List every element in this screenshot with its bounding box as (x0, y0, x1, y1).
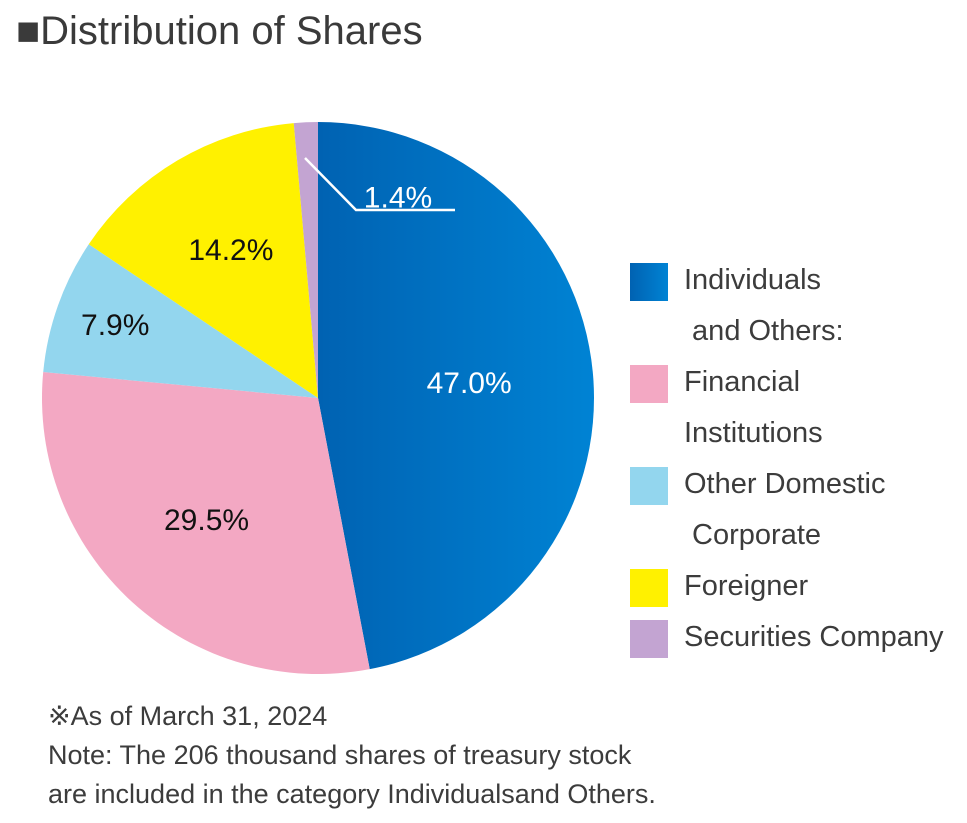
legend-label-foreigner: Foreigner (684, 561, 808, 612)
pie-slice-financial-institutions (42, 372, 370, 674)
legend-swatch-foreigner (630, 569, 668, 607)
legend-label-financial: Financial Institutions (684, 357, 823, 459)
callout-line (304, 157, 455, 212)
legend-label-line1: Foreigner (684, 570, 809, 602)
legend-label-line2: Institutions (684, 417, 823, 449)
pie-label-foreigner: 14.2% (188, 234, 273, 267)
pie-label-individuals: 47.0% (427, 367, 512, 400)
legend-label-other-domestic: Other Domestic Corporate (684, 459, 885, 561)
footnotes: ※As of March 31, 2024 Note: The 206 thou… (48, 697, 656, 814)
note-line-1: Note: The 206 thousand shares of treasur… (48, 740, 632, 770)
legend-label-securities: Securities Company (684, 612, 944, 663)
legend-label-line2: and Others: (684, 315, 844, 347)
as-of-date: ※As of March 31, 2024 (48, 701, 328, 731)
pie-label-financial-institutions: 29.5% (164, 504, 249, 537)
legend-swatch-financial (630, 365, 668, 403)
legend-swatch-individuals (630, 263, 668, 301)
legend-swatch-other-domestic (630, 467, 668, 505)
pie-label-securities-company: 1.4% (364, 182, 432, 215)
pie-slice-individuals (318, 122, 594, 670)
pie-slice-foreigner (88, 123, 319, 398)
legend-label-line1: Securities Company (684, 621, 944, 653)
legend-label-individuals: Individuals and Others: (684, 255, 844, 357)
note-line-2: are included in the category Individuals… (48, 779, 656, 809)
legend-label-line1: Individuals (684, 264, 822, 296)
legend-label-line1: Financial (684, 366, 801, 398)
pie-slice-other-domestic (43, 244, 318, 398)
legend-swatch-securities (630, 620, 668, 658)
legend-label-line2: Corporate (684, 519, 822, 551)
pie-label-other-domestic: 7.9% (81, 309, 149, 342)
legend-label-line1: Other Domestic (684, 468, 886, 500)
pie-slice-securities-company (293, 122, 318, 398)
page-title: ■Distribution of Shares (16, 9, 423, 53)
